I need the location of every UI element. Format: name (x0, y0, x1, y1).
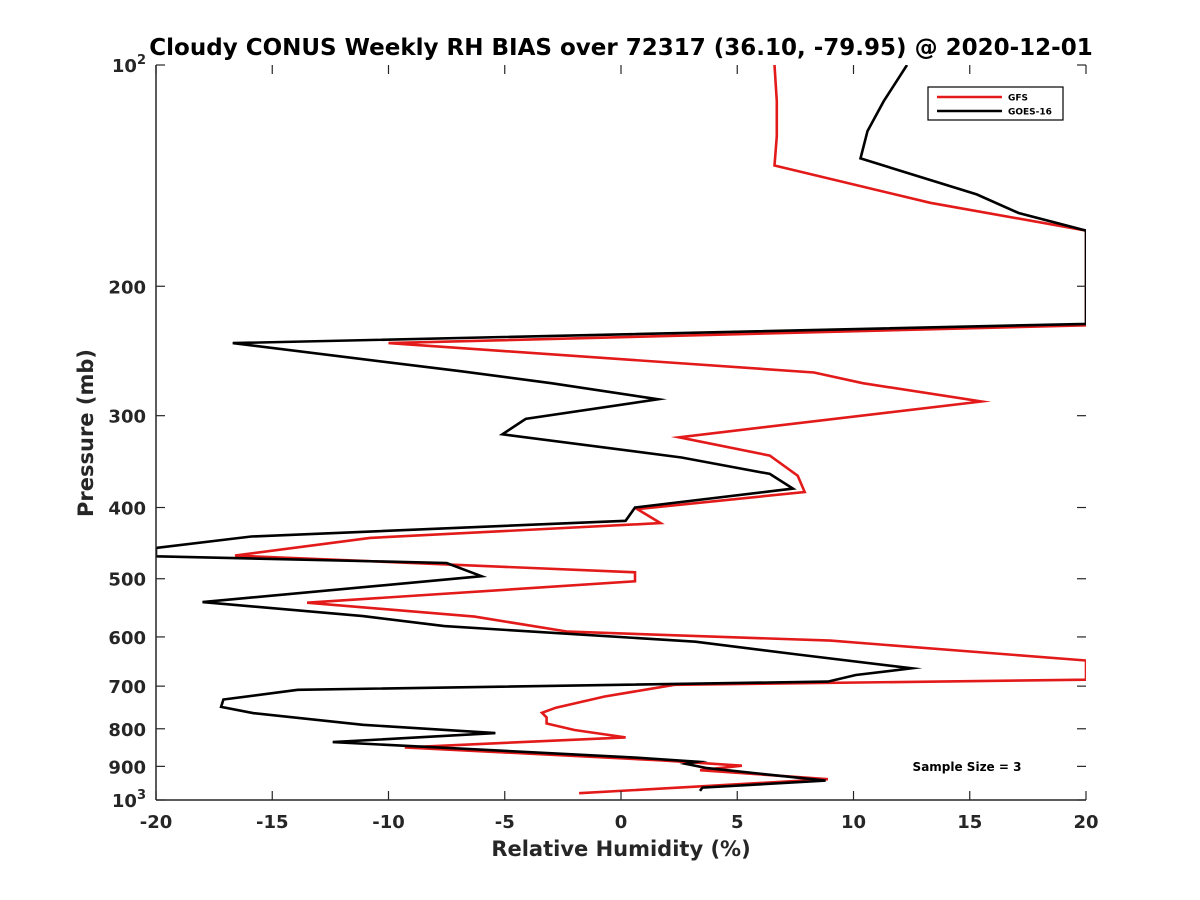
legend-label-goes-16: GOES-16 (1008, 108, 1052, 118)
y-tick-label: 200 (108, 277, 146, 298)
y-axis-label: Pressure (mb) (74, 349, 98, 517)
y-tick-label: 900 (108, 757, 146, 778)
x-tick-label: 15 (957, 812, 982, 833)
x-tick-label: 10 (841, 812, 866, 833)
y-tick-label: 400 (108, 499, 146, 520)
x-tick-label: 20 (1073, 812, 1098, 833)
plot-area (156, 65, 1086, 800)
series-line-goes-16 (156, 65, 1086, 792)
y-tick-label: 102 (112, 53, 146, 77)
x-tick-label: -5 (495, 812, 515, 833)
x-tick-label: 0 (615, 812, 628, 833)
axis-ticks: -20 -15 -10 -5 0 5 10 15 20 102 200 300 400 500 600 700… (108, 53, 1098, 833)
sample-size-annotation: Sample Size = 3 (913, 760, 1022, 774)
y-tick-label: 700 (108, 677, 146, 698)
y-tick-label: 103 (112, 788, 146, 812)
legend: GFS GOES-16 (927, 86, 1064, 121)
x-tick-label: -10 (372, 812, 405, 833)
y-tick-label: 300 (108, 407, 146, 428)
x-tick-label: -20 (140, 812, 173, 833)
series-lines (156, 65, 1086, 795)
legend-label-gfs: GFS (1008, 94, 1028, 104)
y-tick-label: 500 (108, 570, 146, 591)
chart-title: Cloudy CONUS Weekly RH BIAS over 72317 (… (149, 35, 1092, 61)
x-tick-label: 5 (731, 812, 744, 833)
series-line-gfs (234, 65, 1086, 795)
x-tick-label: -15 (256, 812, 289, 833)
y-tick-label: 600 (108, 628, 146, 649)
x-axis-label: Relative Humidity (%) (491, 837, 750, 861)
y-tick-label: 800 (108, 720, 146, 741)
legend-box (927, 86, 1064, 121)
